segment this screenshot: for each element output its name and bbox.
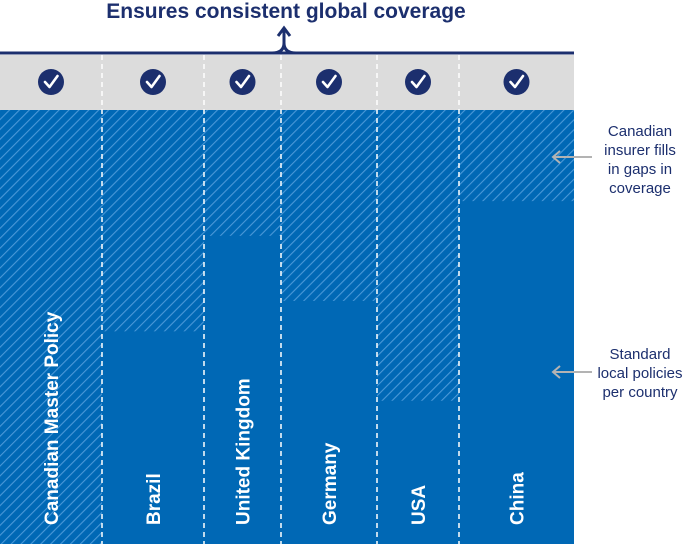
column-label: Canadian Master Policy [42,311,63,525]
arrow-left-icon [551,150,592,164]
check-circle-icon [140,69,166,95]
local-policy-bar [102,331,204,544]
gap-fill-annotation: Canadian insurer fills in gaps in covera… [590,122,689,198]
coverage-header-band [0,55,574,110]
check-circle-icon [38,69,64,95]
local-policies-annotation: Standard local policies per country [590,345,689,402]
local-policies-line: Standard [609,346,671,363]
local-policies-line: per country [602,384,678,401]
gap-fill-line: coverage [609,180,671,197]
checks-group [38,69,530,95]
column-label: China [508,472,529,525]
gap-fill-line: insurer fills [604,142,676,159]
column-label: Germany [320,442,341,525]
gap-fill-line: Canadian [607,123,673,140]
gap-fill-line: in gaps in [607,161,673,178]
local-policy-bar [281,300,377,544]
dividers-group [101,55,460,544]
column-label: United Kingdom [234,378,255,525]
local-policy-bar [204,235,281,544]
check-circle-icon [229,69,256,95]
column-label: USA [409,485,430,525]
local-policies-line: local policies [597,365,683,382]
arrow-left-icon [551,365,592,379]
check-circle-icon [316,69,342,95]
check-circle-icon [405,69,431,95]
column-label: Brazil [144,473,165,525]
local-policy-bar [377,400,459,544]
gap-fill-area [0,110,102,544]
coverage-brace [0,25,574,55]
columns-group: Canadian Master Policy Brazil United Kingd… [0,110,574,544]
check-circle-icon [503,69,530,95]
diagram-title: Ensures consistent global coverage [106,0,465,23]
